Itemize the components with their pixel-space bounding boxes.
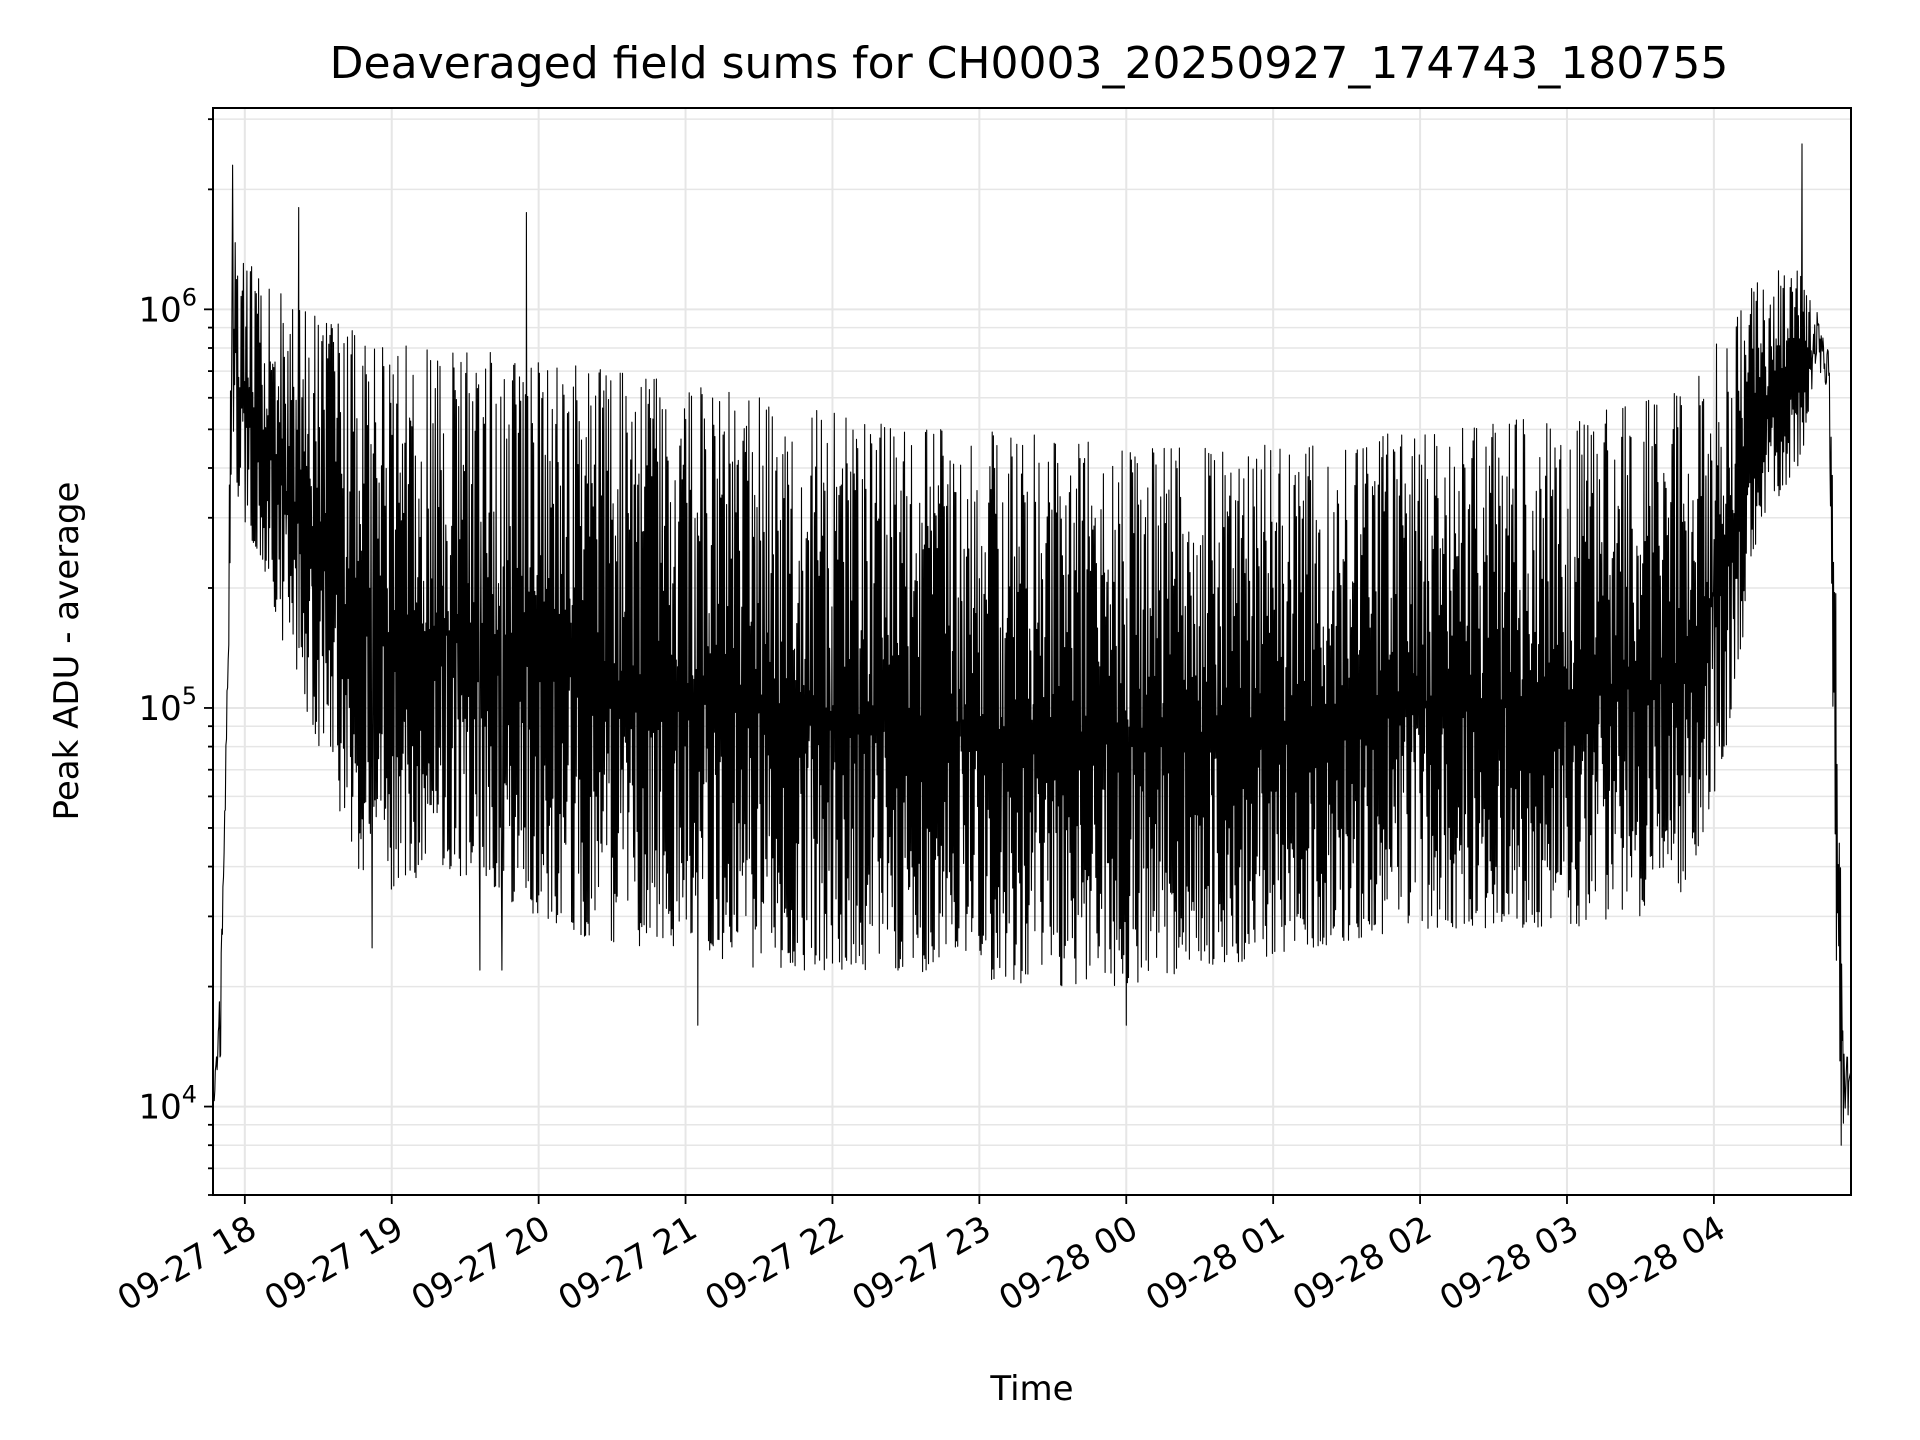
series-line bbox=[212, 143, 1852, 1146]
y-tick-label: 104 bbox=[138, 1081, 197, 1128]
chart-title: Deaveraged field sums for CH0003_2025092… bbox=[330, 38, 1729, 89]
y-tick-label: 106 bbox=[138, 283, 197, 330]
plot-frame bbox=[212, 107, 1852, 1196]
y-axis: 104 105 106 bbox=[138, 118, 213, 1196]
y-axis-label: Peak ADU - average bbox=[47, 482, 87, 821]
data-series bbox=[212, 143, 1852, 1146]
y-tick-label: 105 bbox=[138, 682, 197, 729]
x-axis-label: Time bbox=[989, 1369, 1073, 1409]
